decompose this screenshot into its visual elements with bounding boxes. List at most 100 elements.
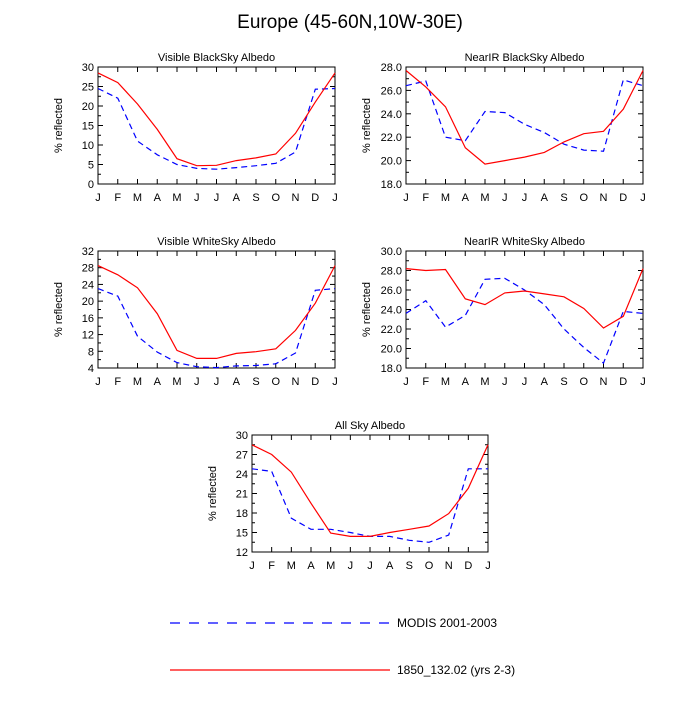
y-tick-label: 27 xyxy=(236,450,248,462)
y-tick-label: 12 xyxy=(82,330,94,342)
y-tick-label: 30 xyxy=(236,430,248,442)
x-tick-label: A xyxy=(462,192,470,204)
x-tick-label: M xyxy=(133,376,142,388)
x-tick-label: S xyxy=(560,376,567,388)
series-line-modis xyxy=(251,468,488,543)
x-tick-label: J xyxy=(485,560,491,572)
y-tick-label: 4 xyxy=(88,363,94,375)
x-tick-label: J xyxy=(332,192,338,204)
series-line-model xyxy=(251,444,489,538)
series-line-modis xyxy=(97,87,336,170)
x-tick-label: J xyxy=(194,192,200,204)
x-tick-label: A xyxy=(233,192,241,204)
y-tick-label: 12 xyxy=(236,547,248,559)
x-tick-label: M xyxy=(287,560,296,572)
x-tick-label: J xyxy=(502,376,508,388)
x-tick-label: J xyxy=(403,192,409,204)
x-tick-label: A xyxy=(307,560,315,572)
x-tick-label: O xyxy=(579,192,588,204)
x-tick-label: J xyxy=(403,376,409,388)
x-tick-label: N xyxy=(292,376,300,388)
x-tick-label: J xyxy=(640,192,646,204)
x-tick-label: A xyxy=(386,560,394,572)
x-tick-label: D xyxy=(311,192,319,204)
y-tick-label: 21 xyxy=(236,489,248,501)
series-line-modis xyxy=(97,288,336,369)
y-tick-label: 28 xyxy=(82,263,94,275)
plot-frame xyxy=(405,250,644,369)
x-tick-label: O xyxy=(579,376,588,388)
series-line-model xyxy=(97,265,336,359)
y-tick-label: 22.0 xyxy=(381,132,402,144)
chart-title: NearIR WhiteSky Albedo xyxy=(464,236,585,248)
y-tick-label: 30 xyxy=(82,62,94,74)
x-tick-label: M xyxy=(172,376,181,388)
x-tick-label: J xyxy=(348,560,354,572)
x-tick-label: N xyxy=(600,376,608,388)
x-tick-label: F xyxy=(114,192,121,204)
chart-panel-4: NearIR WhiteSky Albedo 18.0 20.0 22.0 24.0 26… xyxy=(361,236,646,388)
y-axis-label: % reflected xyxy=(207,466,219,521)
y-tick-label: 28.0 xyxy=(381,266,402,278)
y-tick-label: 30.0 xyxy=(381,246,402,258)
x-tick-label: O xyxy=(271,192,280,204)
x-tick-label: S xyxy=(560,192,567,204)
y-tick-label: 20 xyxy=(82,296,94,308)
plot-frame xyxy=(405,66,644,185)
x-tick-label: A xyxy=(233,376,241,388)
x-tick-label: F xyxy=(114,376,121,388)
y-tick-label: 32 xyxy=(82,246,94,258)
x-tick-label: J xyxy=(214,376,220,388)
x-tick-label: A xyxy=(154,192,162,204)
y-tick-label: 0 xyxy=(88,179,94,191)
y-tick-label: 24.0 xyxy=(381,109,402,121)
y-tick-label: 24.0 xyxy=(381,305,402,317)
x-tick-label: D xyxy=(619,192,627,204)
x-tick-label: M xyxy=(480,376,489,388)
y-tick-label: 18 xyxy=(236,508,248,520)
y-tick-label: 24 xyxy=(236,469,248,481)
x-tick-label: M xyxy=(480,192,489,204)
x-tick-label: A xyxy=(462,376,470,388)
series-line-modis xyxy=(405,79,644,152)
x-tick-label: J xyxy=(332,376,338,388)
x-tick-label: J xyxy=(95,192,101,204)
x-tick-label: O xyxy=(425,560,434,572)
y-tick-label: 16 xyxy=(82,313,94,325)
y-tick-label: 22.0 xyxy=(381,324,402,336)
x-tick-label: S xyxy=(406,560,413,572)
x-tick-label: N xyxy=(292,192,300,204)
y-tick-label: 25 xyxy=(82,82,94,94)
series-line-model xyxy=(405,70,644,165)
y-tick-label: 10 xyxy=(82,140,94,152)
x-tick-label: M xyxy=(133,192,142,204)
series-line-modis xyxy=(405,277,644,365)
y-axis-label: % reflected xyxy=(53,98,65,153)
y-tick-label: 15 xyxy=(236,528,248,540)
x-tick-label: F xyxy=(268,560,275,572)
y-tick-label: 26.0 xyxy=(381,85,402,97)
x-tick-label: M xyxy=(326,560,335,572)
x-tick-label: S xyxy=(252,376,259,388)
x-tick-label: J xyxy=(640,376,646,388)
x-tick-label: A xyxy=(154,376,162,388)
figure-title: Europe (45-60N,10W-30E) xyxy=(237,12,463,33)
x-tick-label: J xyxy=(502,192,508,204)
x-tick-label: N xyxy=(600,192,608,204)
y-axis-label: % reflected xyxy=(361,282,373,337)
y-tick-label: 20 xyxy=(82,101,94,113)
y-tick-label: 20.0 xyxy=(381,344,402,356)
plot-frame xyxy=(251,434,489,553)
y-axis-label: % reflected xyxy=(53,282,65,337)
y-tick-label: 20.0 xyxy=(381,156,402,168)
plot-frame xyxy=(97,250,336,369)
x-tick-label: D xyxy=(464,560,472,572)
x-tick-label: D xyxy=(619,376,627,388)
x-tick-label: J xyxy=(522,376,528,388)
y-tick-label: 8 xyxy=(88,346,94,358)
x-tick-label: A xyxy=(541,376,549,388)
series-line-model xyxy=(405,268,644,329)
x-tick-label: F xyxy=(422,376,429,388)
